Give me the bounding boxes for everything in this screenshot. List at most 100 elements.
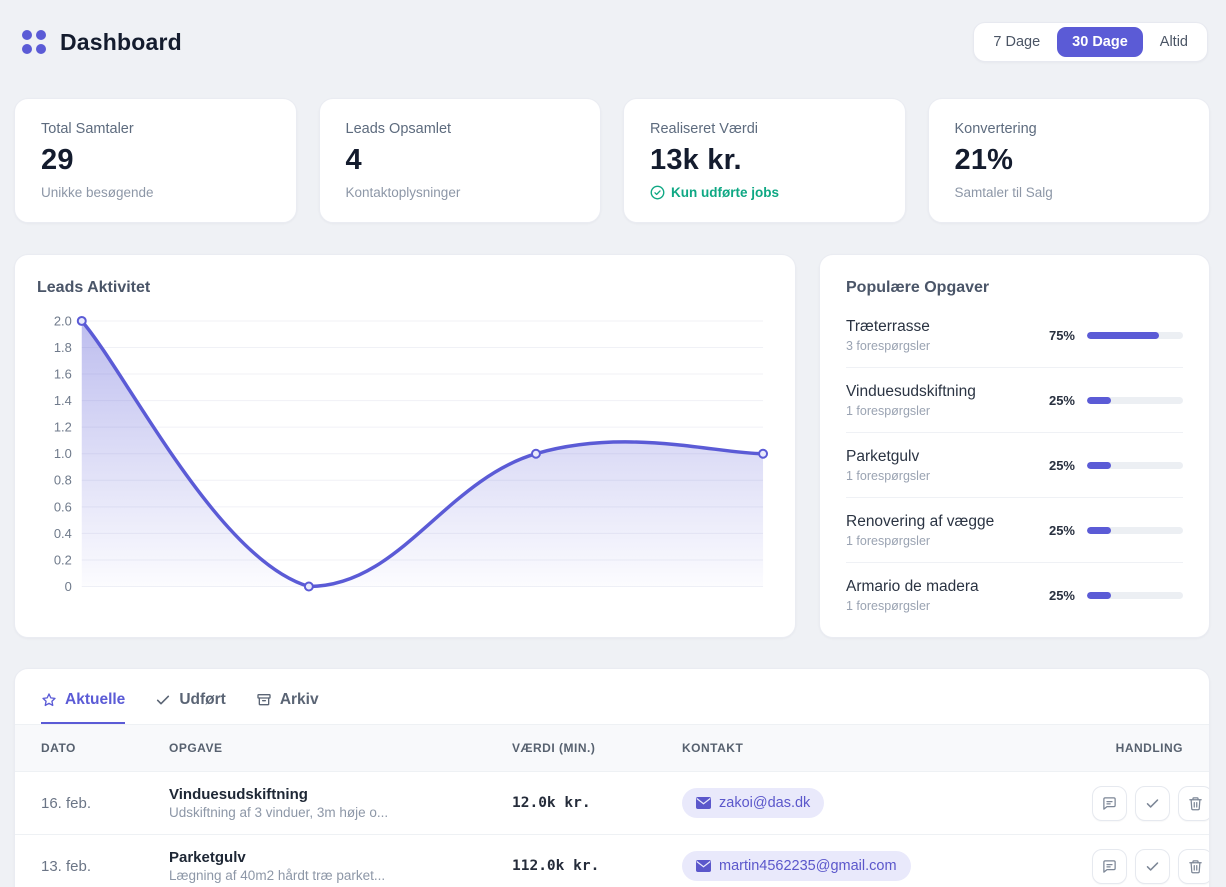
tab-udfort[interactable]: Udført — [155, 691, 226, 724]
envelope-icon — [696, 860, 711, 872]
table-header: DATO OPGAVE VÆRDI (MIN.) KONTAKT HANDLIN… — [15, 724, 1209, 772]
popular-task-info: Vinduesudskiftning 1 forespørgsler — [846, 383, 976, 418]
popular-task-item: Parketgulv 1 forespørgsler 25% — [846, 433, 1183, 498]
stats-row: Total Samtaler 29 Unikke besøgende Leads… — [14, 98, 1210, 223]
range-all-time-button[interactable]: Altid — [1145, 27, 1203, 57]
stat-sub: Kontaktoplysninger — [346, 185, 575, 200]
chart-title: Leads Aktivitet — [37, 279, 773, 297]
popular-task-item: Vinduesudskiftning 1 forespørgsler 25% — [846, 368, 1183, 433]
row-date: 16. feb. — [41, 795, 169, 812]
date-range-switch: 7 Dage 30 Dage Altid — [973, 22, 1208, 62]
tab-aktuelle[interactable]: Aktuelle — [41, 691, 125, 724]
task-progress-fill — [1087, 397, 1111, 404]
task-percent: 25% — [1041, 458, 1075, 473]
svg-text:1.4: 1.4 — [54, 393, 72, 408]
row-task-title: Vinduesudskiftning — [169, 786, 512, 803]
stat-label: Realiseret Værdi — [650, 121, 879, 137]
main-row: Leads Aktivitet 2.01.81.61.41.21.00.80.6… — [14, 254, 1210, 638]
star-icon — [41, 692, 57, 708]
row-contact-cell: martin4562235@gmail.com — [682, 851, 1092, 881]
message-icon — [1102, 796, 1117, 811]
svg-text:0.8: 0.8 — [54, 473, 72, 488]
task-requests: 1 forespørgsler — [846, 404, 976, 418]
row-task-title: Parketgulv — [169, 849, 512, 866]
svg-text:2.0: 2.0 — [54, 313, 72, 328]
line-chart-svg: 2.01.81.61.41.21.00.80.60.40.20 — [37, 311, 773, 611]
tab-arkiv[interactable]: Arkiv — [256, 691, 319, 724]
stat-card-leads-opsamlet: Leads Opsamlet 4 Kontaktoplysninger — [319, 98, 602, 223]
svg-text:1.6: 1.6 — [54, 367, 72, 382]
task-progress-bar — [1087, 527, 1183, 534]
archive-icon — [256, 692, 272, 708]
svg-text:1.2: 1.2 — [54, 420, 72, 435]
table-body: 16. feb. Vinduesudskiftning Udskiftning … — [15, 772, 1209, 887]
task-progress-bar — [1087, 592, 1183, 599]
svg-text:1.0: 1.0 — [54, 446, 72, 461]
table-row: 16. feb. Vinduesudskiftning Udskiftning … — [15, 772, 1209, 835]
message-button[interactable] — [1092, 849, 1127, 884]
popular-tasks-list: Træterrasse 3 forespørgsler 75% Vinduesu… — [846, 303, 1183, 627]
page-title: Dashboard — [60, 29, 182, 56]
delete-button[interactable] — [1178, 786, 1210, 821]
popular-task-info: Parketgulv 1 forespørgsler — [846, 448, 930, 483]
tasks-table-card: Aktuelle Udført Arkiv DATO OPGAVE VÆRDI … — [14, 668, 1210, 887]
message-icon — [1102, 859, 1117, 874]
contact-email-text: zakoi@das.dk — [719, 795, 810, 811]
trash-icon — [1188, 796, 1203, 811]
contact-email-pill[interactable]: zakoi@das.dk — [682, 788, 824, 818]
task-progress-fill — [1087, 462, 1111, 469]
table-row: 13. feb. Parketgulv Lægning af 40m2 hård… — [15, 835, 1209, 887]
popular-task-item: Renovering af vægge 1 forespørgsler 25% — [846, 498, 1183, 563]
row-contact-cell: zakoi@das.dk — [682, 788, 1092, 818]
task-requests: 1 forespørgsler — [846, 534, 994, 548]
popular-tasks-card: Populære Opgaver Træterrasse 3 forespørg… — [819, 254, 1210, 638]
popular-task-info: Renovering af vægge 1 forespørgsler — [846, 513, 994, 548]
task-progress-bar — [1087, 462, 1183, 469]
stat-sub-success: Kun udførte jobs — [650, 185, 879, 200]
task-requests: 1 forespørgsler — [846, 599, 979, 613]
stat-sub: Samtaler til Salg — [955, 185, 1184, 200]
task-name: Vinduesudskiftning — [846, 383, 976, 401]
task-requests: 3 forespørgsler — [846, 339, 930, 353]
row-task-description: Udskiftning af 3 vinduer, 3m høje o... — [169, 805, 499, 820]
tasks-tabs: Aktuelle Udført Arkiv — [15, 669, 1209, 724]
task-name: Parketgulv — [846, 448, 930, 466]
row-task: Vinduesudskiftning Udskiftning af 3 vind… — [169, 786, 512, 820]
col-vaerdi: VÆRDI (MIN.) — [512, 741, 682, 755]
check-icon — [155, 692, 171, 708]
stat-label: Total Samtaler — [41, 121, 270, 137]
delete-button[interactable] — [1178, 849, 1210, 884]
popular-task-item: Træterrasse 3 forespørgsler 75% — [846, 303, 1183, 368]
task-name: Renovering af vægge — [846, 513, 994, 531]
stat-sub-text: Kun udførte jobs — [671, 185, 779, 200]
col-kontakt: KONTAKT — [682, 741, 1092, 755]
task-progress-bar — [1087, 397, 1183, 404]
svg-text:0.2: 0.2 — [54, 552, 72, 567]
message-button[interactable] — [1092, 786, 1127, 821]
contact-email-text: martin4562235@gmail.com — [719, 858, 897, 874]
col-handling: HANDLING — [1092, 741, 1183, 755]
app-logo-icon — [22, 30, 46, 54]
range-30-days-button[interactable]: 30 Dage — [1057, 27, 1143, 57]
row-value: 112.0k kr. — [512, 858, 682, 874]
tab-label: Udført — [179, 691, 226, 709]
svg-text:0.6: 0.6 — [54, 499, 72, 514]
task-progress-fill — [1087, 527, 1111, 534]
stat-card-total-samtaler: Total Samtaler 29 Unikke besøgende — [14, 98, 297, 223]
contact-email-pill[interactable]: martin4562235@gmail.com — [682, 851, 911, 881]
task-percent: 25% — [1041, 523, 1075, 538]
popular-task-metric: 25% — [1041, 393, 1183, 408]
svg-text:0.4: 0.4 — [54, 526, 72, 541]
task-requests: 1 forespørgsler — [846, 469, 930, 483]
stat-value: 29 — [41, 144, 270, 177]
brand: Dashboard — [22, 29, 182, 56]
col-opgave: OPGAVE — [169, 741, 512, 755]
popular-task-metric: 25% — [1041, 588, 1183, 603]
check-circle-icon — [650, 185, 665, 200]
complete-button[interactable] — [1135, 786, 1170, 821]
stat-value: 21% — [955, 144, 1184, 177]
task-percent: 75% — [1041, 328, 1075, 343]
complete-button[interactable] — [1135, 849, 1170, 884]
range-7-days-button[interactable]: 7 Dage — [978, 27, 1055, 57]
task-progress-fill — [1087, 332, 1159, 339]
